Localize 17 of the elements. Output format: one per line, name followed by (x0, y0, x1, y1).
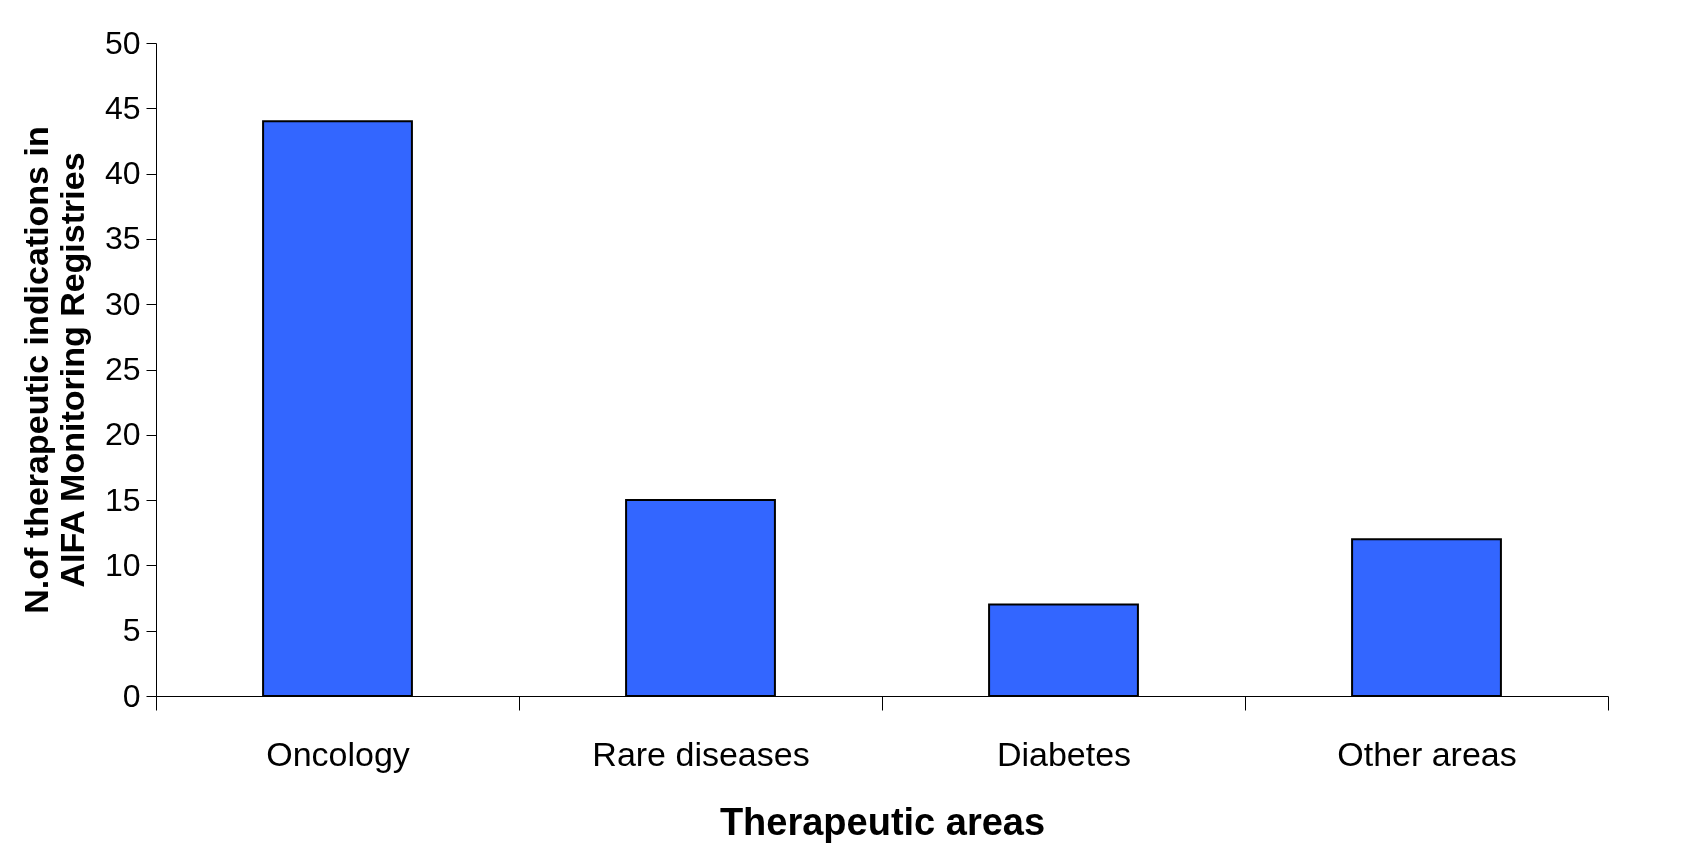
y-tick-label: 15 (104, 481, 141, 518)
x-tick-label: Rare diseases (592, 734, 810, 773)
y-tick-label: 0 (122, 677, 141, 714)
y-axis-title: N.of therapeutic indications in AIFA Monitoring Registries (16, 126, 91, 614)
x-tick-label: Oncology (266, 734, 410, 773)
y-tick-label: 5 (122, 612, 141, 649)
y-tick-label: 45 (104, 89, 141, 126)
x-tick-label: Other areas (1337, 734, 1517, 773)
y-tick-label: 25 (104, 351, 141, 387)
y-tick-label: 35 (104, 220, 141, 257)
x-axis-title: Therapeutic areas (719, 800, 1046, 843)
y-tick-label: 30 (104, 285, 141, 322)
x-tick-label: Diabetes (996, 734, 1132, 773)
y-tick-label: 10 (104, 546, 141, 583)
y-tick-label: 20 (104, 416, 141, 453)
y-tick-label: 40 (104, 155, 141, 192)
y-tick-label: 50 (104, 24, 141, 61)
